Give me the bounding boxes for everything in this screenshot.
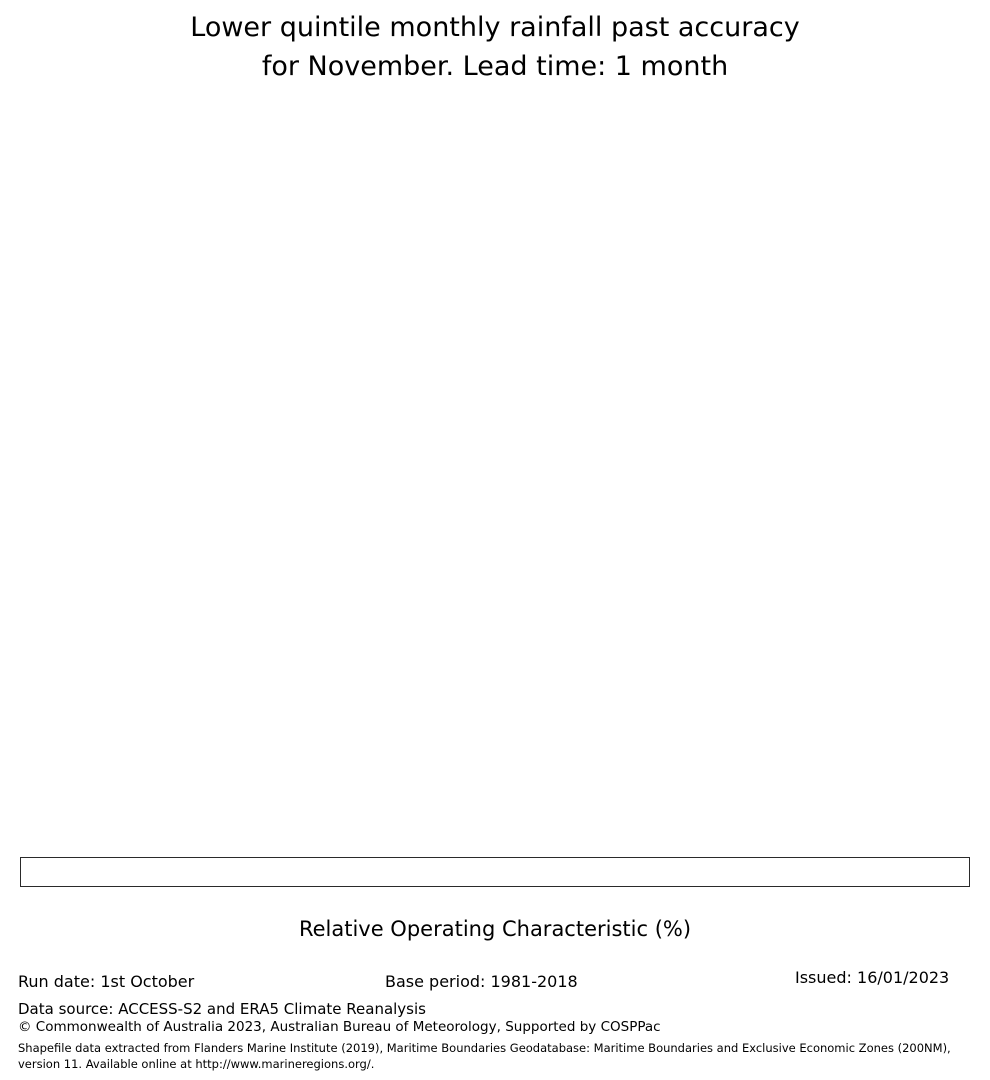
chart-title-line2: for November. Lead time: 1 month xyxy=(261,51,729,82)
rainfall-accuracy-heatmap xyxy=(119,80,882,803)
colorbar xyxy=(20,857,970,887)
chart-title-line1: Lower quintile monthly rainfall past acc… xyxy=(190,12,800,43)
data-source-text: Data source: ACCESS-S2 and ERA5 Climate … xyxy=(18,1000,426,1018)
run-date-text: Run date: 1st October xyxy=(18,972,195,991)
chart-title: Lower quintile monthly rainfall past acc… xyxy=(0,8,990,86)
map-plot-area xyxy=(119,80,882,803)
shapefile-credit-text: Shapefile data extracted from Flanders M… xyxy=(18,1041,951,1071)
copyright-text: © Commonwealth of Australia 2023, Austra… xyxy=(18,1019,661,1035)
base-period-text: Base period: 1981-2018 xyxy=(385,972,578,991)
issued-text: Issued: 16/01/2023 xyxy=(795,968,950,987)
colorbar-axis-label: Relative Operating Characteristic (%) xyxy=(298,917,692,941)
